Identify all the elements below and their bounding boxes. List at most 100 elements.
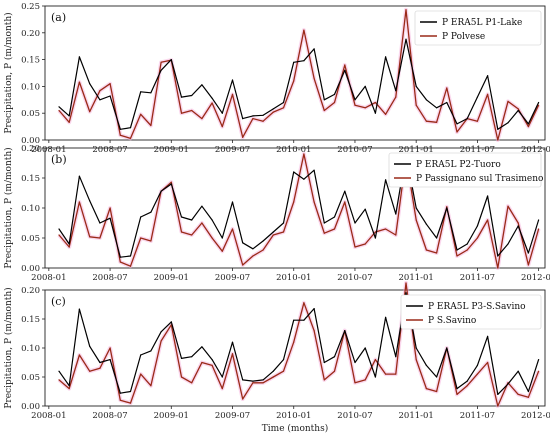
data-point	[89, 236, 91, 238]
data-point	[497, 128, 499, 130]
data-point	[140, 354, 142, 356]
x-tick-label: 2011-01	[399, 145, 434, 155]
data-point	[140, 113, 142, 115]
data-point	[252, 115, 254, 117]
data-point	[221, 126, 223, 128]
data-point	[456, 131, 458, 133]
data-point	[425, 223, 427, 225]
data-point	[395, 373, 397, 375]
data-point	[354, 99, 356, 101]
data-point	[78, 308, 80, 310]
data-point	[415, 347, 417, 349]
data-point	[68, 121, 70, 123]
data-point	[466, 243, 468, 245]
data-point	[456, 249, 458, 251]
data-point	[323, 232, 325, 234]
data-point	[272, 111, 274, 113]
x-tick-label: 2009-07	[215, 145, 250, 155]
data-point	[272, 231, 274, 233]
data-point	[180, 376, 183, 378]
data-point	[282, 107, 285, 109]
y-tick-label: 0.15	[21, 174, 40, 184]
data-point	[160, 190, 162, 192]
legend-box	[388, 152, 542, 188]
data-point	[252, 382, 254, 384]
data-point	[140, 216, 142, 218]
data-point	[272, 376, 274, 378]
data-point	[517, 225, 519, 227]
data-point	[436, 376, 438, 378]
data-point	[333, 356, 336, 358]
data-point	[538, 359, 540, 361]
data-point	[293, 201, 295, 203]
x-tick-label: 2011-07	[460, 411, 495, 421]
data-point	[201, 84, 203, 86]
data-point	[282, 370, 285, 372]
data-point	[354, 361, 356, 364]
data-point	[374, 237, 376, 239]
data-point	[180, 231, 183, 233]
data-point	[160, 340, 162, 342]
data-point	[129, 265, 132, 267]
data-point	[374, 101, 376, 104]
data-point	[211, 219, 213, 221]
y-tick-label: 0.20	[21, 286, 40, 296]
data-point	[252, 380, 254, 382]
data-point	[150, 350, 152, 352]
data-point	[303, 29, 305, 31]
data-point	[425, 364, 427, 366]
x-tick-label: 2009-07	[215, 411, 250, 421]
data-point	[344, 201, 346, 203]
data-point	[436, 121, 438, 123]
data-point	[395, 213, 397, 215]
data-point	[58, 109, 60, 112]
data-point	[170, 181, 172, 183]
data-point	[436, 390, 438, 393]
data-point	[221, 237, 223, 239]
data-point	[507, 100, 509, 102]
x-axis-label: Time (months)	[262, 423, 328, 434]
data-point	[507, 205, 509, 207]
data-point	[242, 398, 244, 400]
data-point	[538, 101, 540, 104]
data-point	[507, 122, 509, 124]
y-tick-label: 0.20	[21, 144, 40, 154]
x-tick-label: 2011-01	[399, 411, 434, 421]
data-point	[303, 60, 305, 62]
data-point	[364, 243, 366, 245]
data-point	[170, 321, 172, 323]
series-line-1	[58, 292, 540, 395]
data-point	[242, 118, 244, 120]
panel-a: 0.00 0.05 0.10 0.15 0.20 0.25 2008-01 2008-07 20…	[3, 2, 550, 155]
data-point	[282, 231, 285, 233]
data-point	[476, 96, 478, 98]
data-point	[487, 219, 489, 221]
data-point	[140, 237, 142, 239]
data-point	[476, 364, 478, 366]
data-point	[527, 390, 530, 393]
data-point	[191, 234, 193, 236]
data-point	[436, 107, 438, 109]
data-point	[527, 126, 530, 128]
data-point	[446, 206, 448, 208]
data-point	[527, 252, 530, 254]
data-point	[415, 104, 417, 106]
data-point	[272, 234, 274, 236]
data-point	[293, 341, 295, 343]
data-point	[140, 91, 142, 93]
legend-entry: P Polvese	[442, 32, 485, 42]
data-point	[313, 77, 315, 79]
data-point	[527, 123, 530, 125]
data-point	[364, 85, 366, 87]
data-point	[150, 211, 152, 213]
data-point	[405, 282, 407, 284]
data-point	[425, 388, 427, 390]
data-point	[282, 101, 285, 104]
data-point	[487, 195, 489, 197]
y-tick-label: 0.15	[21, 315, 40, 325]
x-tick-label: 2012-01	[521, 145, 550, 155]
y-tick-label: 0.00	[21, 402, 40, 412]
data-point	[282, 359, 285, 361]
data-point	[476, 237, 478, 239]
data-point	[262, 249, 264, 251]
